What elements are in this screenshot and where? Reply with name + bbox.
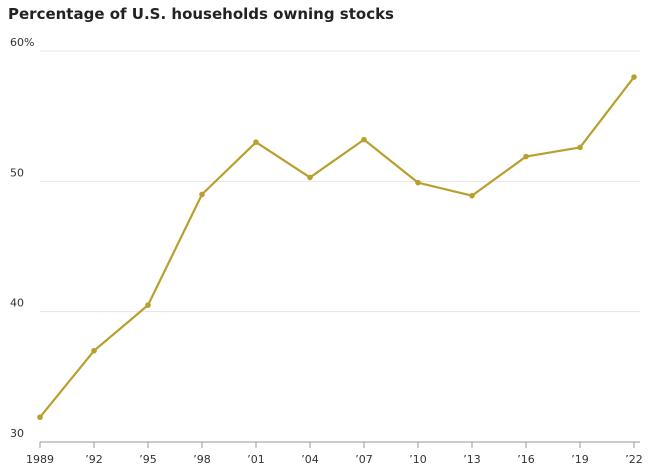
data-point (361, 136, 367, 143)
x-tick-label: ’10 (409, 453, 427, 466)
chart-title: Percentage of U.S. households owning sto… (8, 5, 394, 23)
x-tick-label: ’98 (193, 453, 211, 466)
data-point (307, 174, 313, 181)
series-line (39, 76, 635, 418)
x-tick-label: ’95 (139, 453, 157, 466)
x-tick-label: ’16 (517, 453, 535, 466)
y-tick-label: 60% (10, 36, 34, 49)
x-tick-label: 1989 (26, 453, 54, 466)
x-tick-label: ’92 (85, 453, 103, 466)
x-tick-label: ’04 (301, 453, 319, 466)
x-tick-label: ’13 (463, 453, 481, 466)
y-tick-label: 30 (10, 427, 24, 440)
y-tick-label: 40 (10, 297, 24, 310)
data-point (253, 139, 259, 146)
data-point (91, 347, 97, 354)
data-point (415, 179, 421, 186)
data-point (577, 144, 583, 151)
data-point (145, 302, 151, 308)
y-tick-label: 50 (10, 166, 24, 179)
data-point (469, 192, 475, 199)
data-point (199, 191, 205, 198)
x-tick-label: ’19 (571, 453, 589, 466)
data-point (631, 74, 637, 80)
x-tick-label: ’01 (247, 453, 265, 466)
data-point (37, 414, 43, 421)
x-tick-label: ’22 (625, 453, 643, 466)
data-point (523, 153, 529, 160)
x-tick-label: ’07 (355, 453, 373, 466)
